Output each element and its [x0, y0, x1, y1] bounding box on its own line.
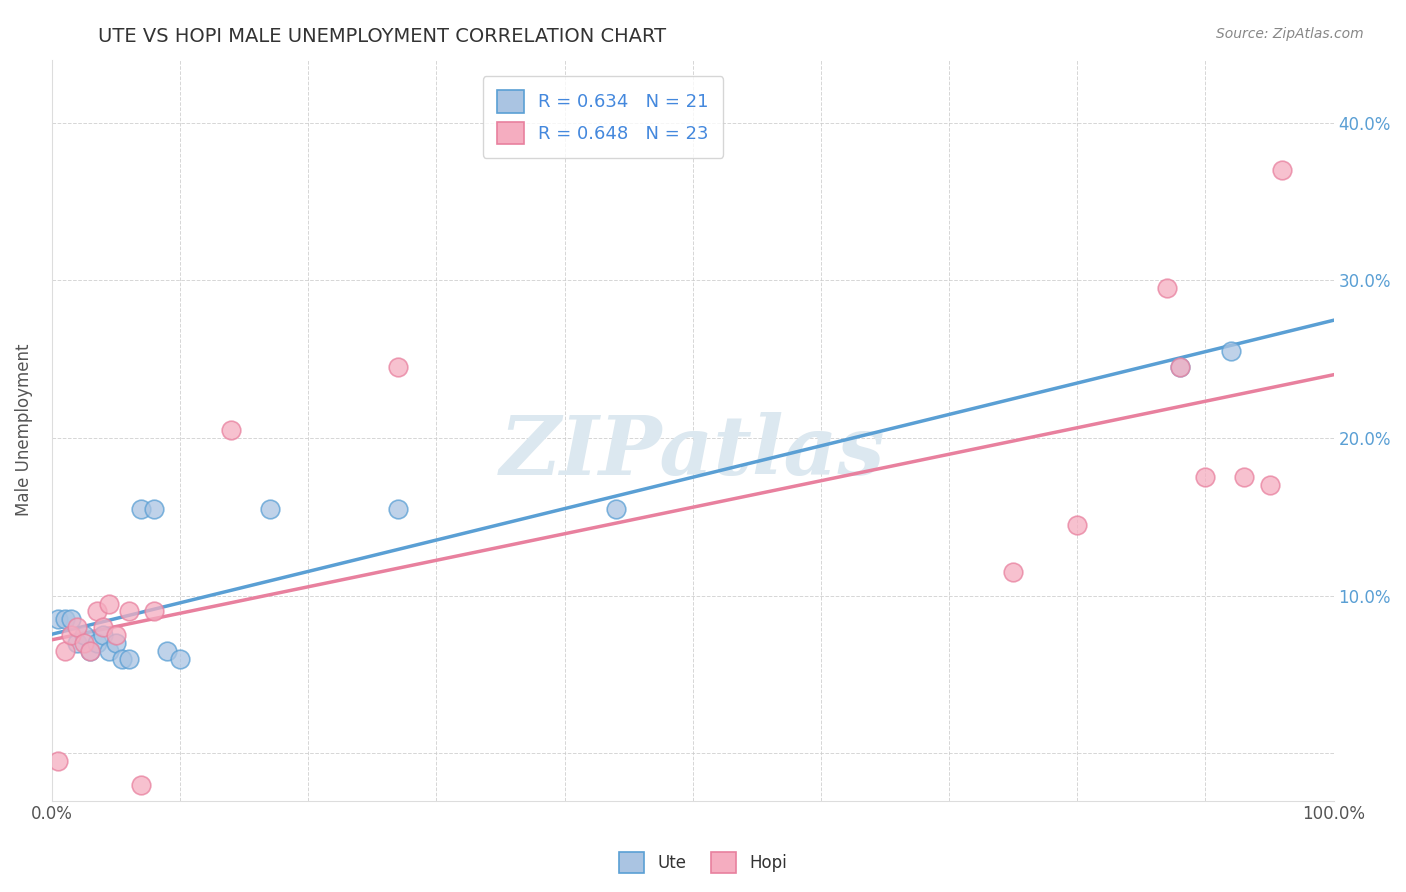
Point: [59, 628, 82, 642]
Legend: Ute, Hopi: Ute, Hopi: [612, 846, 794, 880]
Point: [1194, 470, 1216, 484]
Point: [1066, 517, 1088, 532]
Text: Source: ZipAtlas.com: Source: ZipAtlas.com: [1216, 27, 1364, 41]
Point: [143, 604, 166, 618]
Point: [1220, 344, 1243, 359]
Point: [169, 651, 191, 665]
Point: [219, 423, 242, 437]
Point: [73, 636, 96, 650]
Point: [111, 651, 134, 665]
Point: [387, 502, 409, 516]
Point: [59, 612, 82, 626]
Point: [104, 636, 127, 650]
Legend: R = 0.634   N = 21, R = 0.648   N = 23: R = 0.634 N = 21, R = 0.648 N = 23: [482, 76, 724, 158]
Point: [131, 502, 153, 516]
Point: [1002, 565, 1025, 579]
Point: [143, 502, 166, 516]
Point: [53, 612, 76, 626]
Point: [79, 644, 101, 658]
Text: ZIPatlas: ZIPatlas: [501, 412, 886, 492]
Point: [1168, 359, 1191, 374]
Point: [53, 644, 76, 658]
Point: [1258, 478, 1281, 492]
Point: [46, 612, 69, 626]
Point: [259, 502, 281, 516]
Point: [1156, 281, 1178, 295]
Point: [1271, 163, 1294, 178]
Point: [86, 636, 108, 650]
Point: [156, 644, 179, 658]
Point: [66, 620, 89, 634]
Point: [66, 636, 89, 650]
Point: [605, 502, 627, 516]
Point: [1233, 470, 1256, 484]
Point: [387, 359, 409, 374]
Point: [104, 628, 127, 642]
Y-axis label: Male Unemployment: Male Unemployment: [15, 343, 32, 516]
Point: [86, 604, 108, 618]
Text: UTE VS HOPI MALE UNEMPLOYMENT CORRELATION CHART: UTE VS HOPI MALE UNEMPLOYMENT CORRELATIO…: [98, 27, 666, 45]
Point: [131, 778, 153, 792]
Point: [118, 604, 141, 618]
Point: [91, 620, 114, 634]
Point: [1168, 359, 1191, 374]
Point: [73, 628, 96, 642]
Point: [79, 644, 101, 658]
Point: [98, 597, 121, 611]
Point: [91, 628, 114, 642]
Point: [46, 754, 69, 768]
Point: [118, 651, 141, 665]
Point: [98, 644, 121, 658]
